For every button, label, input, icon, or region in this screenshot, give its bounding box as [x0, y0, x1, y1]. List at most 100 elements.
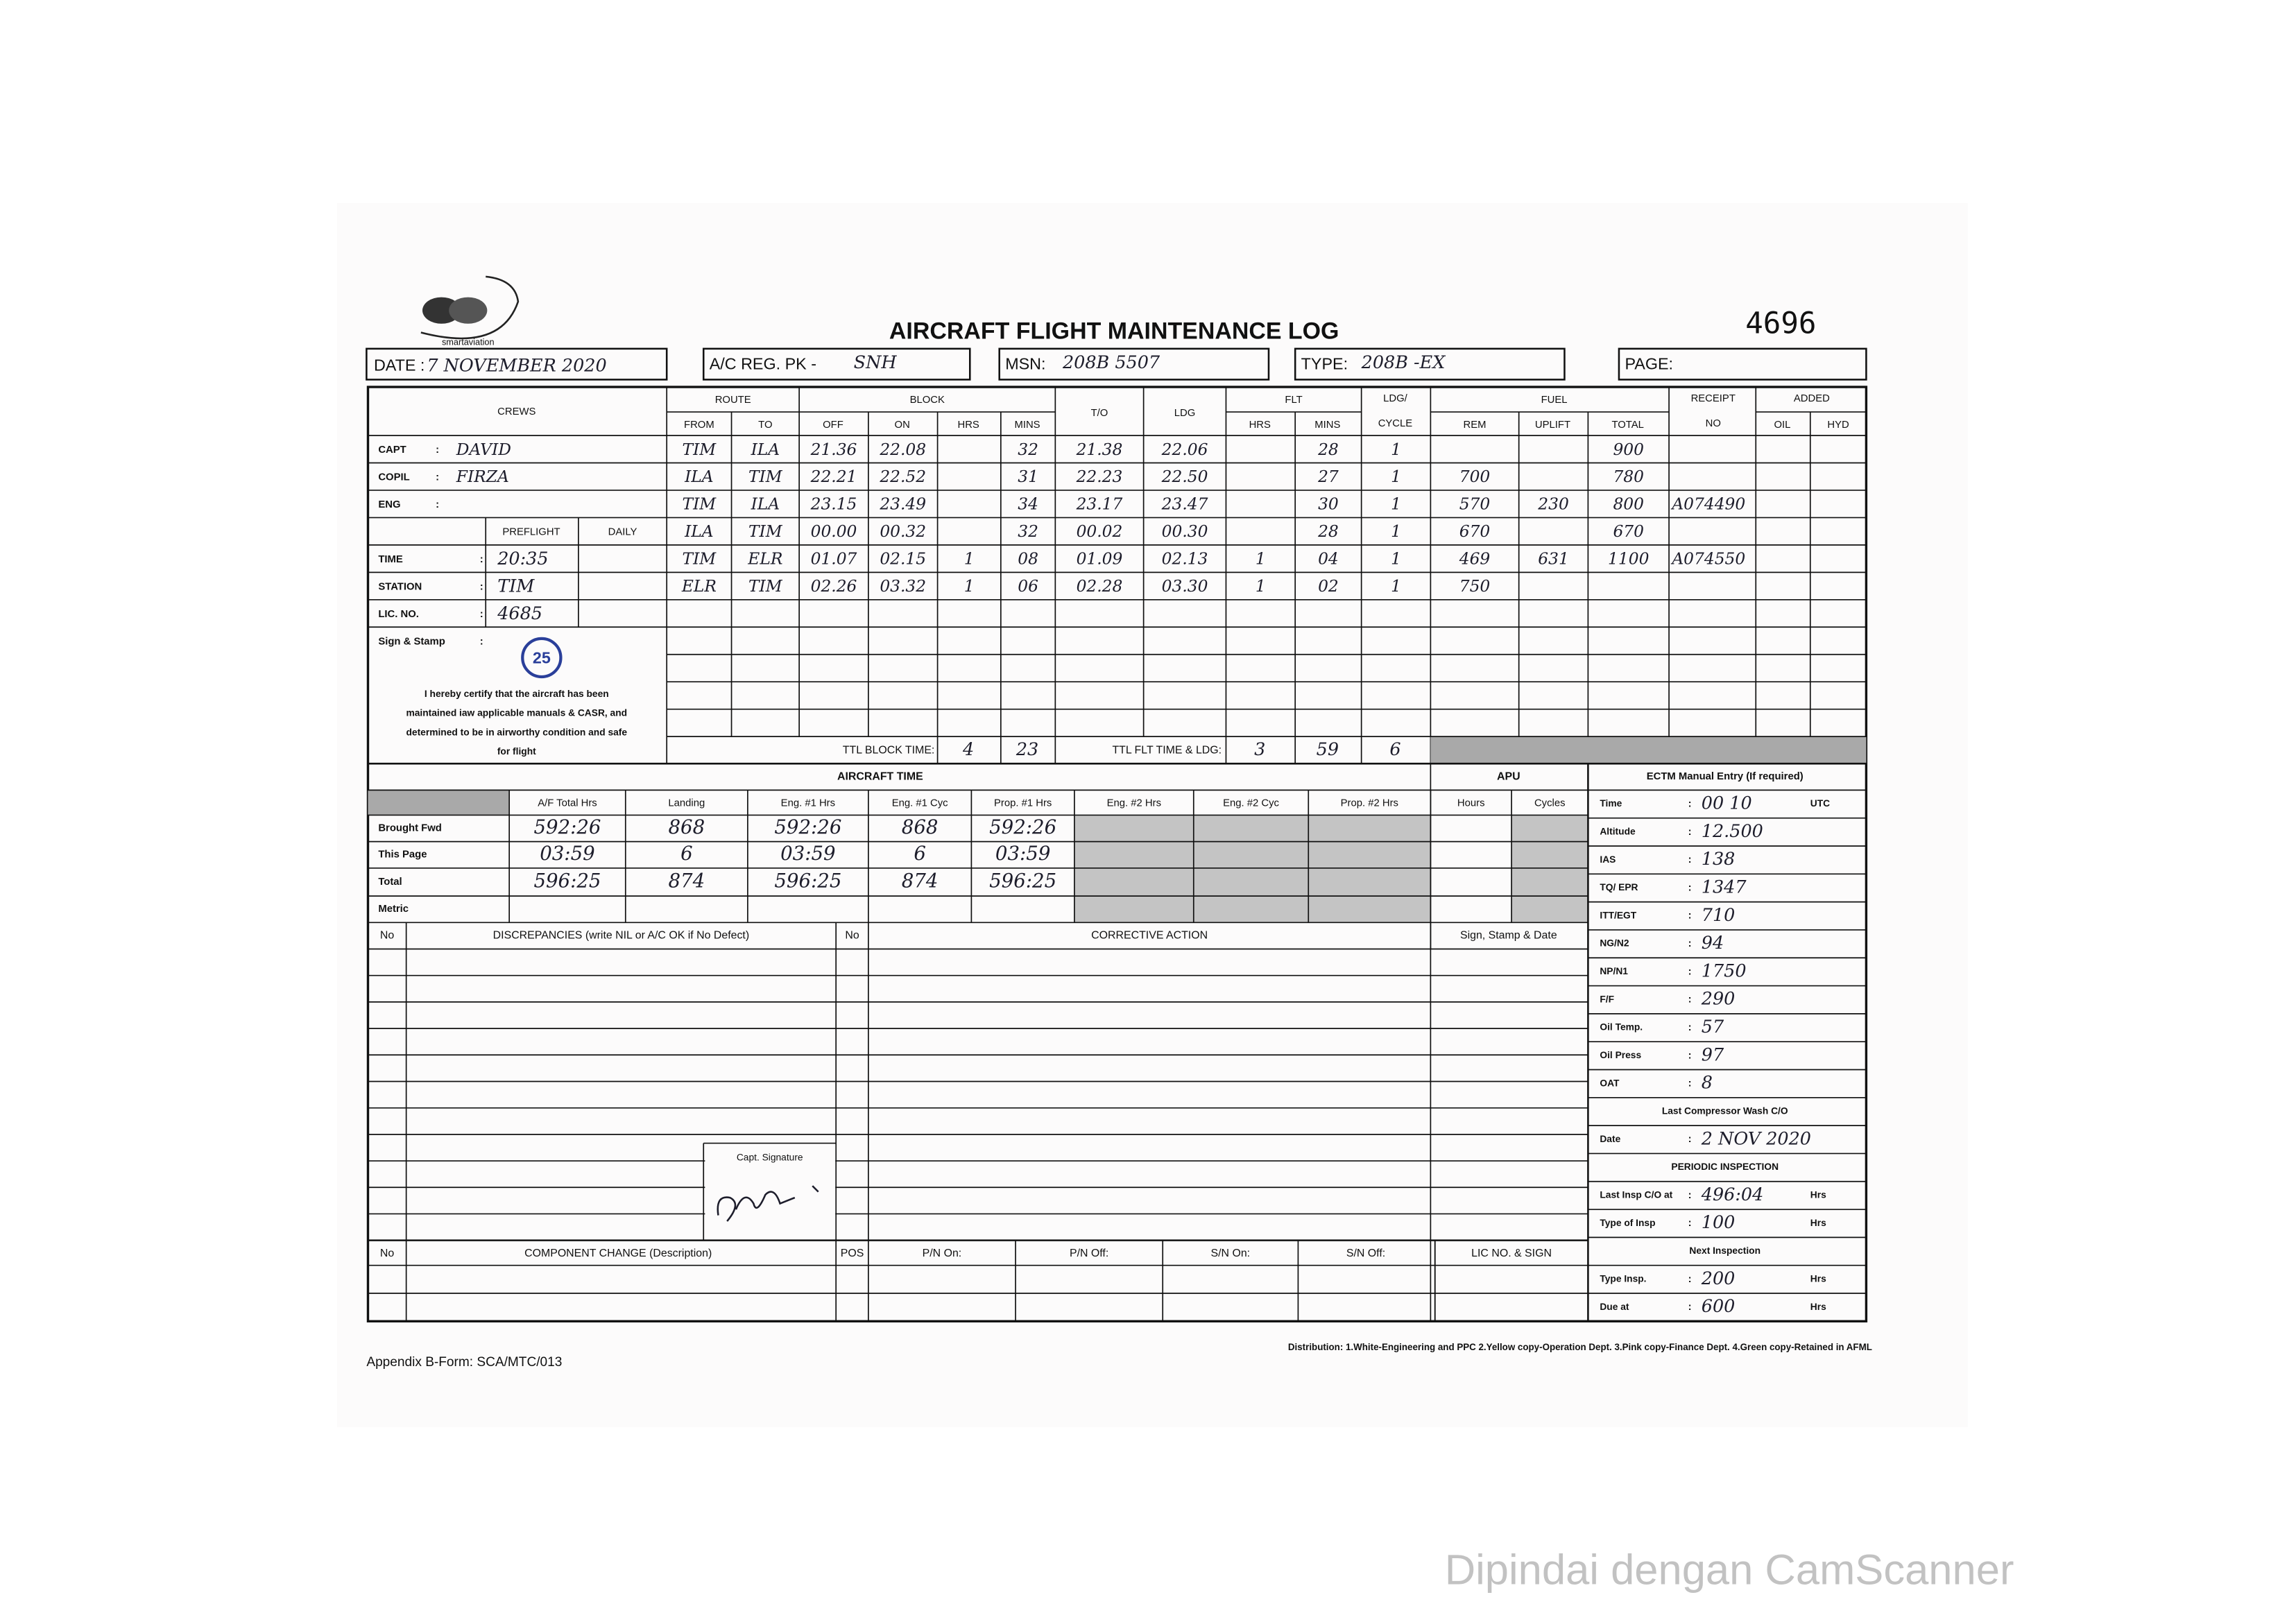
flight-entry: TIM	[748, 521, 783, 541]
separator: :	[1688, 854, 1692, 865]
ectm-heading: PERIODIC INSPECTION	[1671, 1162, 1779, 1172]
flight-entry: ILA	[751, 494, 780, 514]
column-header: LDG/	[1383, 393, 1408, 404]
flight-entry: 670	[1613, 521, 1644, 541]
field-value: 208B -EX	[1361, 352, 1446, 373]
ectm-unit: Hrs	[1810, 1190, 1826, 1200]
crew-label: ENG	[378, 499, 400, 510]
flight-entry: 27	[1317, 467, 1339, 486]
flight-entry: 00.00	[811, 521, 857, 541]
ectm-value: 2 NOV 2020	[1701, 1128, 1811, 1149]
row-label: Metric	[378, 904, 409, 915]
ectm-heading: Next Inspection	[1689, 1245, 1760, 1256]
ectm-label: Date	[1600, 1134, 1620, 1144]
column-header: HYD	[1827, 420, 1849, 431]
logo-mark	[420, 275, 520, 340]
flight-entry: 04	[1318, 549, 1339, 569]
separator: :	[480, 581, 483, 592]
time-entry: 592:26	[774, 816, 841, 838]
time-entry: 868	[669, 816, 705, 838]
flight-entry: 23.49	[879, 494, 926, 514]
flight-entry: 469	[1459, 549, 1491, 569]
flight-entry: 02.26	[811, 576, 857, 596]
row-label: This Page	[378, 849, 427, 861]
flight-entry: 1	[964, 576, 975, 596]
ectm-label: ITT/EGT	[1600, 910, 1636, 920]
ectm-unit: UTC	[1810, 798, 1830, 809]
separator: :	[1688, 911, 1692, 922]
stamp	[521, 637, 563, 679]
column-header: Eng. #2 Hrs	[1107, 797, 1161, 809]
signature-label: Capt. Signature	[737, 1152, 803, 1162]
ectm-value: 1347	[1702, 877, 1747, 897]
field-value: 20:35	[497, 549, 548, 569]
column-header: T/O	[1091, 408, 1108, 419]
flight-entry: 1	[1391, 521, 1401, 541]
certification-text: I hereby certify that the aircraft has b…	[425, 689, 609, 699]
header-box	[1618, 347, 1867, 381]
flight-entry: TIM	[683, 549, 717, 569]
flight-entry: 30	[1318, 494, 1339, 514]
ectm-value: 100	[1702, 1212, 1736, 1233]
row-label: Total	[378, 877, 402, 888]
flight-entry: 1	[1256, 549, 1266, 569]
flight-entry: 670	[1459, 521, 1491, 541]
flight-entry: TIM	[683, 494, 717, 514]
column-header: Eng. #2 Cyc	[1223, 797, 1279, 809]
ectm-label: NP/N1	[1600, 966, 1628, 976]
ectm-label: Oil Temp.	[1600, 1022, 1643, 1033]
ectm-label: Type of Insp	[1600, 1218, 1655, 1228]
certification-text: for flight	[497, 746, 536, 757]
total-label: TTL BLOCK TIME:	[843, 744, 935, 756]
flight-entry: 22.50	[1161, 467, 1208, 486]
flight-entry: 32	[1018, 521, 1038, 541]
shaded-cell	[368, 790, 510, 816]
column-header: POS	[841, 1248, 864, 1259]
separator: :	[1688, 1190, 1692, 1201]
flight-entry: 1	[1391, 549, 1401, 569]
flight-entry: 01.09	[1077, 549, 1123, 569]
flight-entry: 900	[1613, 440, 1644, 459]
column-header: UPLIFT	[1535, 420, 1570, 431]
time-entry: 03:59	[995, 842, 1050, 865]
flight-entry: 23.15	[810, 494, 857, 514]
ectm-value: 12.500	[1702, 821, 1763, 842]
flight-entry: A074550	[1670, 549, 1745, 569]
flight-entry: ELR	[681, 576, 717, 596]
column-header: Eng. #1 Cyc	[892, 797, 948, 809]
section-title: AIRCRAFT TIME	[837, 770, 923, 782]
flight-entry: 02.28	[1077, 576, 1123, 596]
ectm-label: Due at	[1600, 1302, 1629, 1312]
flight-entry: 32	[1018, 440, 1038, 459]
flight-entry: TIM	[748, 576, 783, 596]
column-header: OIL	[1774, 420, 1790, 431]
flight-entry: 02.15	[880, 549, 926, 569]
column-header: OFF	[823, 420, 843, 431]
serial-number: 4696	[1745, 307, 1816, 340]
flight-entry: 22.52	[879, 467, 926, 486]
separator: :	[436, 499, 439, 510]
total-value: 23	[1016, 739, 1038, 760]
separator: :	[1688, 994, 1692, 1006]
column-header: A/F Total Hrs	[538, 797, 597, 809]
flight-entry: 00.32	[880, 521, 926, 541]
separator: :	[1688, 938, 1692, 949]
column-header: S/N Off:	[1346, 1248, 1385, 1259]
field-label: TIME	[378, 554, 403, 565]
form-frame	[366, 386, 1868, 1323]
ectm-value: 8	[1702, 1073, 1713, 1094]
flight-entry: 570	[1459, 494, 1491, 514]
column-header: Hours	[1457, 797, 1485, 809]
logo-shape	[422, 297, 461, 324]
separator: :	[480, 554, 483, 565]
time-entry: 596:25	[989, 869, 1056, 892]
flight-entry: ILA	[751, 440, 780, 459]
separator: :	[1688, 1302, 1692, 1313]
title: AIRCRAFT FLIGHT MAINTENANCE LOG	[889, 318, 1339, 344]
flight-entry: 00.30	[1162, 521, 1208, 541]
ectm-label: Last Insp C/O at	[1600, 1190, 1672, 1200]
column-header: P/N On:	[923, 1248, 962, 1259]
ectm-label: OAT	[1600, 1078, 1620, 1088]
